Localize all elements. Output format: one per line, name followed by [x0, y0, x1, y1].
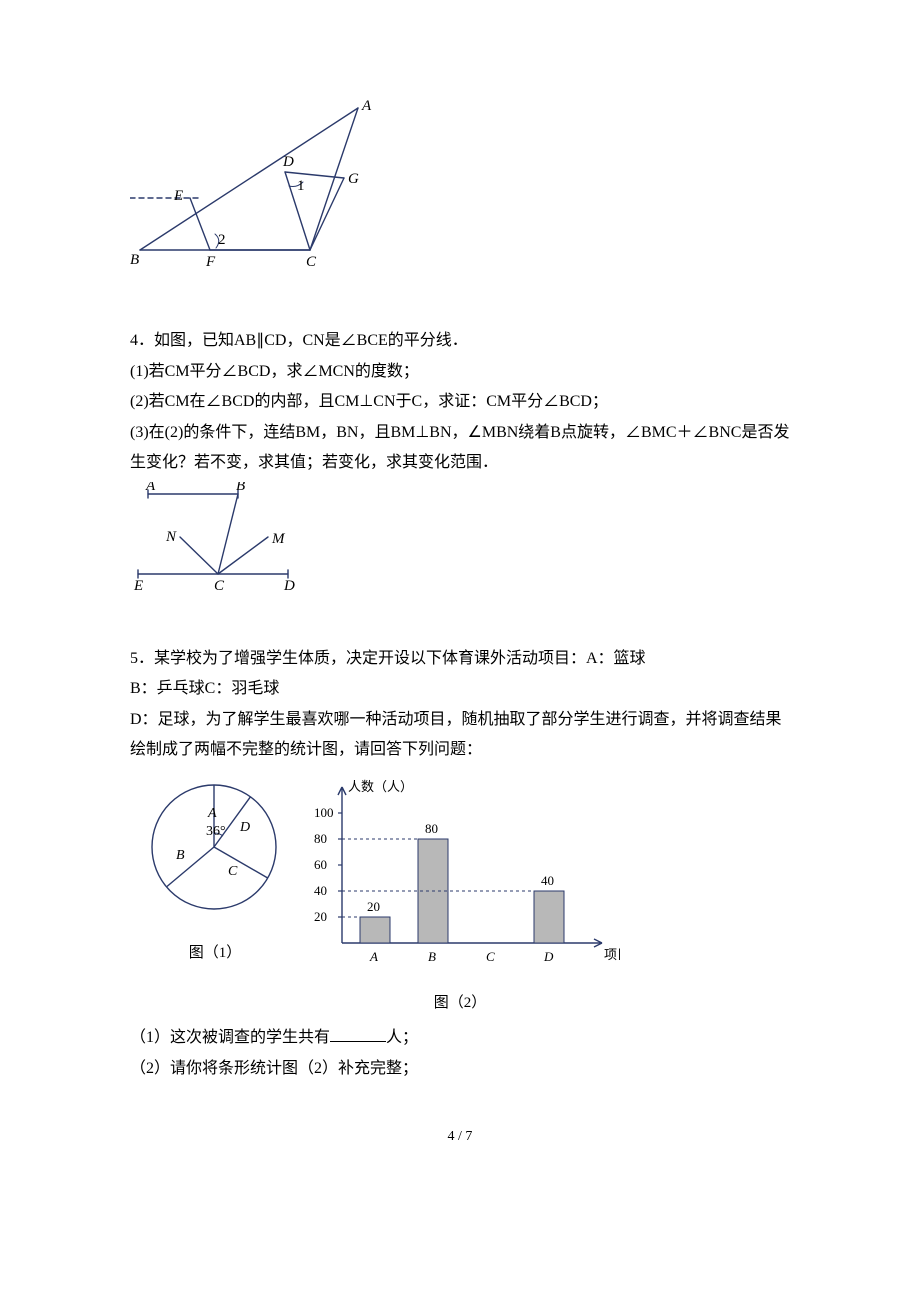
fig2-caption: 图（2）: [300, 989, 620, 1018]
p5-q2: （2）请你将条形统计图（2）补充完整；: [130, 1054, 790, 1084]
p4-line2: (2)若CM在∠BCD的内部，且CM⊥CN于C，求证：CM平分∠BCD；: [130, 387, 790, 417]
problem3-figure: A B C D E F G 1 2: [130, 90, 790, 286]
svg-text:D: D: [283, 578, 295, 592]
svg-text:M: M: [271, 531, 286, 547]
svg-text:F: F: [205, 254, 216, 270]
problem5-text: 5．某学校为了增强学生体质，决定开设以下体育课外活动项目：A：篮球 B：乒乓球C…: [130, 644, 790, 766]
svg-text:36°: 36°: [206, 824, 226, 839]
svg-text:C: C: [306, 254, 317, 270]
page-number: 4 / 7: [130, 1124, 790, 1151]
svg-text:40: 40: [314, 883, 327, 898]
svg-text:B: B: [428, 949, 436, 964]
svg-text:80: 80: [425, 821, 438, 836]
p5-line0: 5．某学校为了增强学生体质，决定开设以下体育课外活动项目：A：篮球: [130, 644, 790, 674]
svg-text:A: A: [207, 806, 217, 821]
problem5-figures: A 36° D C B 图（1） 20 40 60 80 100 人数（人） 项目 20 A 80 B C 40…: [140, 775, 790, 1017]
problem4-figure: A B E C D N M: [130, 482, 790, 603]
svg-text:100: 100: [314, 805, 334, 820]
svg-text:B: B: [176, 848, 185, 863]
svg-text:人数（人）: 人数（人）: [348, 779, 413, 794]
svg-text:80: 80: [314, 831, 327, 846]
problem5-questions: （1）这次被调查的学生共有 人； （2）请你将条形统计图（2）补充完整；: [130, 1023, 790, 1084]
svg-text:B: B: [130, 252, 139, 268]
svg-text:D: D: [282, 154, 294, 170]
p5-q1-prefix: （1）这次被调查的学生共有: [130, 1029, 330, 1046]
svg-text:E: E: [133, 578, 143, 592]
problem4-text: 4．如图，已知AB∥CD，CN是∠BCE的平分线． (1)若CM平分∠BCD，求…: [130, 326, 790, 478]
svg-text:项目: 项目: [604, 947, 620, 962]
svg-text:B: B: [236, 482, 245, 494]
page: A B C D E F G 1 2 4．如图，已知AB∥CD，CN是∠BCE的平分线． (1)若…: [0, 0, 920, 1191]
blank-field[interactable]: [330, 1025, 386, 1042]
svg-text:A: A: [361, 98, 372, 114]
svg-text:C: C: [486, 949, 495, 964]
angle-diagram: A B E C D N M: [130, 482, 310, 592]
p5-line1: B：乒乓球C：羽毛球: [130, 674, 790, 704]
svg-text:G: G: [348, 171, 359, 187]
p4-line1: (1)若CM平分∠BCD，求∠MCN的度数；: [130, 357, 790, 387]
fig1-caption: 图（1）: [140, 939, 290, 968]
bar-chart: 20 40 60 80 100 人数（人） 项目 20 A 80 B C 40 D: [300, 775, 620, 975]
p4-line3: (3)在(2)的条件下，连结BM，BN，且BM⊥BN，∠MBN绕着B点旋转，∠B…: [130, 418, 790, 479]
p5-q1-suffix: 人；: [386, 1029, 418, 1046]
svg-text:1: 1: [297, 178, 305, 194]
svg-text:40: 40: [541, 873, 554, 888]
svg-text:A: A: [145, 482, 156, 494]
svg-text:2: 2: [218, 232, 226, 248]
p4-line0: 4．如图，已知AB∥CD，CN是∠BCE的平分线．: [130, 326, 790, 356]
triangle-diagram: A B C D E F G 1 2: [130, 90, 380, 275]
svg-text:A: A: [369, 949, 378, 964]
svg-text:N: N: [165, 529, 177, 545]
svg-text:60: 60: [314, 857, 327, 872]
svg-text:C: C: [228, 864, 238, 879]
p5-q1: （1）这次被调查的学生共有 人；: [130, 1023, 790, 1053]
svg-text:D: D: [239, 820, 250, 835]
svg-text:D: D: [543, 949, 554, 964]
svg-text:E: E: [173, 188, 183, 204]
pie-chart: A 36° D C B: [140, 775, 290, 925]
svg-text:20: 20: [314, 909, 327, 924]
p5-line2: D：足球，为了解学生最喜欢哪一种活动项目，随机抽取了部分学生进行调查，并将调查结…: [130, 705, 790, 766]
svg-text:C: C: [214, 578, 225, 592]
bar-chart-wrap: 20 40 60 80 100 人数（人） 项目 20 A 80 B C 40 D 图（2）: [300, 775, 620, 1017]
svg-text:20: 20: [367, 899, 380, 914]
pie-chart-wrap: A 36° D C B 图（1）: [140, 775, 290, 967]
